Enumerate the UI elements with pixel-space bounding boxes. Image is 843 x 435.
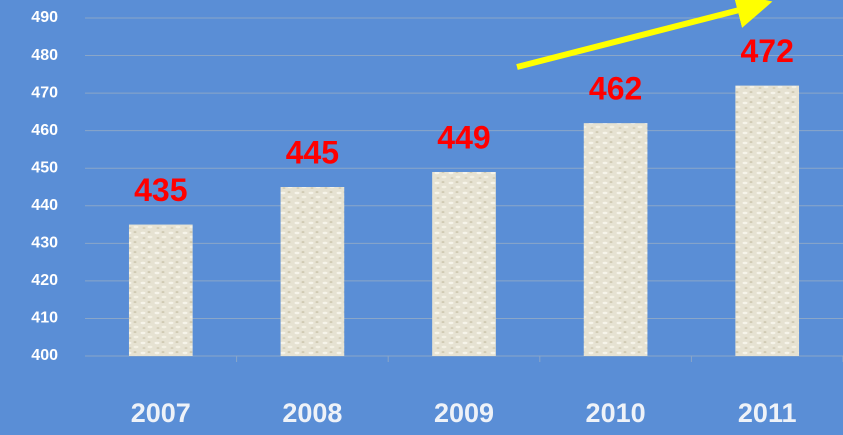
value-label: 435 (134, 172, 187, 208)
y-tick-label: 440 (31, 197, 58, 214)
y-tick-label: 450 (31, 159, 58, 176)
x-tick-label: 2007 (131, 398, 191, 428)
y-tick-label: 470 (31, 84, 58, 101)
bar (280, 187, 345, 356)
x-tick-label: 2009 (434, 398, 494, 428)
value-label: 462 (589, 71, 642, 107)
y-tick-label: 430 (31, 235, 58, 252)
y-tick-label: 420 (31, 272, 58, 289)
y-tick-label: 490 (31, 9, 58, 26)
bar (432, 171, 496, 356)
bar (128, 224, 193, 356)
trend-arrow (516, 0, 773, 70)
bar (735, 85, 800, 356)
y-tick-label: 410 (31, 310, 58, 327)
value-label: 445 (286, 134, 339, 170)
y-tick-label: 400 (31, 347, 58, 364)
value-label: 449 (437, 119, 490, 155)
value-label: 472 (741, 33, 794, 69)
bar (583, 123, 648, 357)
x-tick-label: 2010 (586, 398, 646, 428)
y-tick-label: 480 (31, 47, 58, 64)
y-tick-label: 460 (31, 122, 58, 139)
x-tick-label: 2011 (738, 398, 797, 428)
x-tick-label: 2008 (282, 398, 342, 428)
